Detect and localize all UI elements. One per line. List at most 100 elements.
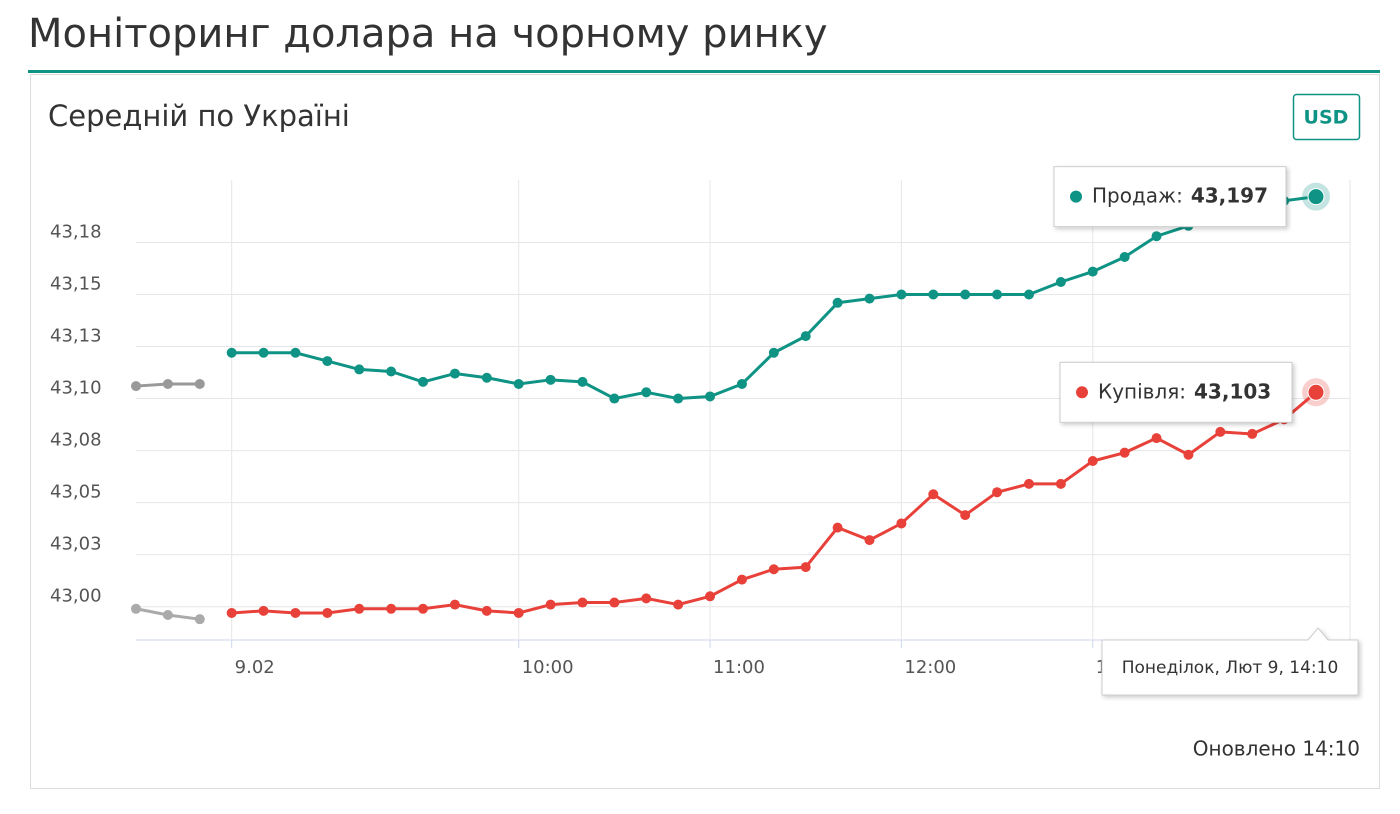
data-point — [1055, 478, 1066, 489]
data-point — [258, 605, 269, 616]
y-tick-label: 43,00 — [50, 586, 102, 607]
data-point — [322, 607, 333, 618]
data-point — [1023, 289, 1034, 300]
data-point — [705, 591, 716, 602]
updated-label: Оновлено 14:10 — [1193, 737, 1360, 761]
data-point — [194, 378, 205, 389]
data-point — [928, 489, 939, 500]
date-tooltip-text: Понеділок, Лют 9, 14:10 — [1122, 658, 1339, 678]
data-point — [1023, 478, 1034, 489]
data-point — [386, 366, 397, 377]
data-point — [641, 387, 652, 398]
data-point — [545, 374, 556, 385]
date-tooltip — [1101, 627, 1359, 696]
data-point — [545, 599, 556, 610]
tooltip — [1053, 166, 1287, 228]
data-point — [1151, 231, 1162, 242]
y-tick-label: 43,13 — [50, 326, 102, 347]
data-point — [960, 289, 971, 300]
data-point — [992, 487, 1003, 498]
data-point — [1215, 426, 1226, 437]
data-point — [1247, 428, 1258, 439]
data-point — [513, 607, 524, 618]
data-point — [1307, 383, 1325, 401]
x-tick-label: 9.02 — [235, 657, 275, 678]
data-point — [162, 610, 173, 621]
data-point — [1151, 433, 1162, 444]
data-point — [1055, 276, 1066, 287]
data-point — [1307, 188, 1325, 206]
data-point — [131, 603, 141, 614]
data-point — [290, 347, 301, 358]
data-point — [609, 597, 620, 608]
data-point — [992, 289, 1003, 300]
data-point — [513, 378, 524, 389]
data-point — [449, 368, 460, 379]
data-point — [577, 597, 588, 608]
tooltip-dot — [1070, 190, 1082, 203]
data-point — [641, 593, 652, 604]
y-tick-label: 43,18 — [50, 221, 102, 242]
y-tick-label: 43,05 — [50, 482, 102, 503]
data-point — [928, 289, 939, 300]
data-point — [418, 603, 429, 614]
data-point — [896, 289, 907, 300]
x-tick-label: 12:00 — [904, 657, 956, 678]
card — [30, 74, 1380, 789]
y-tick-label: 43,08 — [50, 430, 102, 451]
data-point — [386, 603, 397, 614]
data-point — [960, 510, 971, 521]
data-point — [768, 347, 779, 358]
data-point — [673, 393, 684, 404]
data-point — [896, 518, 907, 529]
value-label: 43,103 — [1194, 379, 1271, 403]
data-point — [162, 378, 173, 389]
series-name: Купівля: — [1098, 379, 1186, 403]
y-tick-label: 43,10 — [50, 378, 102, 399]
tooltip-dot — [1076, 386, 1088, 399]
page-title: Моніторинг долара на чорному ринку — [28, 11, 828, 57]
data-point — [864, 293, 875, 304]
data-point — [705, 391, 716, 402]
data-point — [832, 522, 843, 533]
data-point — [1119, 252, 1130, 263]
data-point — [131, 381, 141, 392]
data-point — [1119, 447, 1130, 458]
data-point — [736, 574, 747, 585]
data-point — [577, 376, 588, 387]
data-point — [481, 372, 492, 383]
series-name: Продаж: — [1092, 183, 1183, 207]
data-point — [800, 562, 811, 573]
data-point — [354, 364, 365, 375]
currency-button-label[interactable]: USD — [1304, 107, 1349, 129]
data-point — [800, 331, 811, 342]
data-point — [226, 347, 237, 358]
currency-button[interactable] — [1292, 93, 1361, 141]
tooltip-text: Продаж: 43,197 — [1092, 183, 1268, 207]
card-subtitle: Середній по Україні — [48, 99, 350, 133]
data-point — [609, 393, 620, 404]
data-point — [258, 347, 269, 358]
data-point — [354, 603, 365, 614]
data-point — [1087, 266, 1098, 277]
tooltip — [1059, 361, 1293, 423]
y-tick-label: 43,15 — [50, 273, 102, 294]
data-point — [1183, 449, 1194, 460]
title-underline — [28, 70, 1380, 73]
data-point — [864, 535, 875, 546]
x-tick-label: 10:00 — [522, 657, 574, 678]
data-point — [1087, 455, 1098, 466]
data-point — [449, 599, 460, 610]
x-tick-label: 11:00 — [713, 657, 765, 678]
data-point — [194, 614, 205, 625]
y-tick-label: 43,03 — [50, 534, 102, 555]
data-point — [418, 376, 429, 387]
data-point — [736, 378, 747, 389]
data-point — [322, 356, 333, 367]
data-point — [226, 607, 237, 618]
value-label: 43,197 — [1191, 183, 1268, 207]
data-point — [290, 607, 301, 618]
tooltip-text: Купівля: 43,103 — [1098, 379, 1271, 403]
data-point — [673, 599, 684, 610]
